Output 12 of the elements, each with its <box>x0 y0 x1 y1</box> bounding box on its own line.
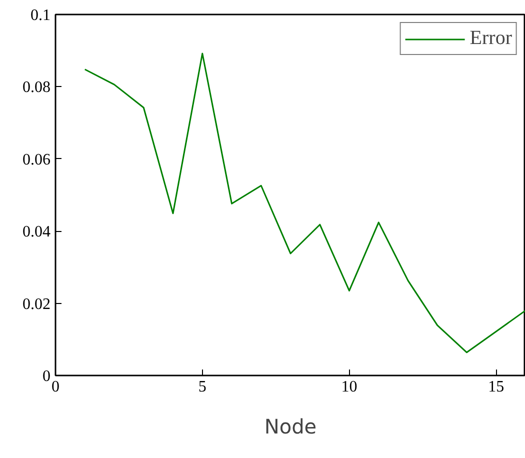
y-tick-label: 0.06 <box>22 151 50 168</box>
y-tick-label: 0.08 <box>22 79 50 96</box>
legend-label: Error <box>470 27 512 50</box>
x-tick-label: 10 <box>341 378 358 396</box>
y-tick-label: 0.02 <box>22 296 50 313</box>
x-tick-label: 15 <box>488 378 504 396</box>
x-axis-title: Node <box>264 414 317 438</box>
y-tick-label: 0.04 <box>22 224 50 241</box>
x-tick-label: 5 <box>198 378 206 396</box>
y-tick-label: 0.1 <box>30 7 50 24</box>
y-tick-label: 0 <box>42 368 50 385</box>
line-series <box>84 52 525 354</box>
